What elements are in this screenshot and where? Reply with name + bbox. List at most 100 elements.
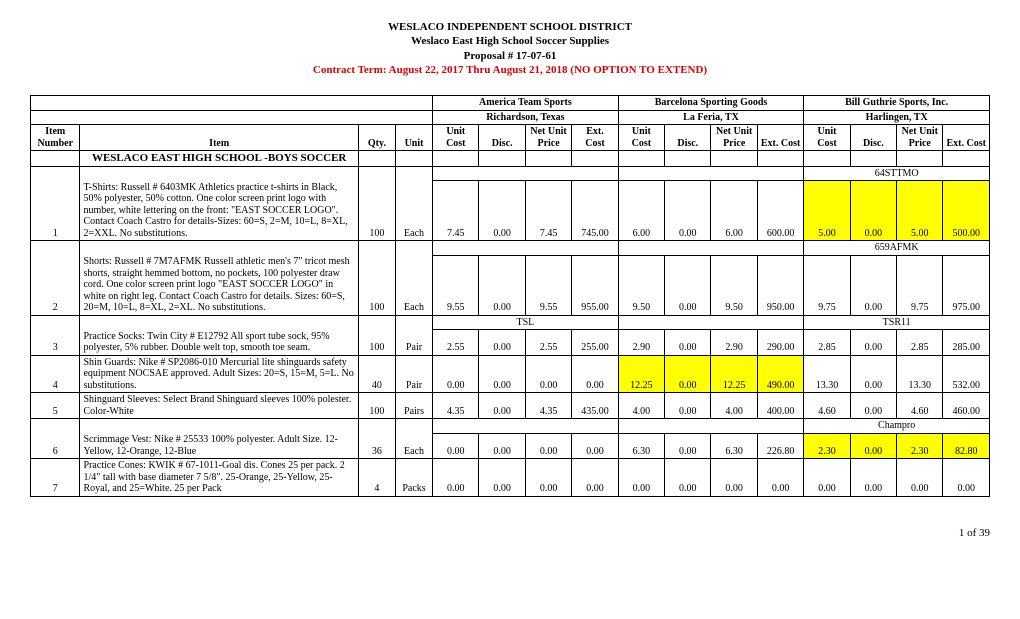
cell-unit: Each [395,255,432,315]
cell-item-number: 3 [31,330,80,356]
cell-b-ext: 290.00 [757,330,803,356]
col-c-unitcost: UnitCost [804,125,850,151]
header-line-2: Weslaco East High School Soccer Supplies [30,34,990,48]
note-a: TSL [433,315,619,330]
cell-b-unitcost: 4.00 [618,393,664,419]
cell-c-netunit: 9.75 [897,255,943,315]
cell-unit: Packs [395,459,432,497]
cell-c-unitcost: 2.30 [804,433,850,459]
cell-a-ext: 955.00 [572,255,618,315]
cell-b-netunit: 12.25 [711,355,757,393]
cell-a-disc: 0.00 [479,433,525,459]
cell-c-netunit: 13.30 [897,355,943,393]
cell-a-netunit: 0.00 [525,433,571,459]
cell-description: Scrimmage Vest: Nike # 25533 100% polyes… [80,433,358,459]
cell-b-netunit: 6.30 [711,433,757,459]
cell-description: T-Shirts: Russell # 6403MK Athletics pra… [80,181,358,241]
cell-c-netunit: 2.85 [897,330,943,356]
cell-b-unitcost: 0.00 [618,459,664,497]
proposal-table: America Team Sports Barcelona Sporting G… [30,95,990,497]
note-c: 64STTMO [804,166,990,181]
cell-c-unitcost: 2.85 [804,330,850,356]
note-c: TSR11 [804,315,990,330]
note-a [433,241,619,256]
cell-b-ext: 400.00 [757,393,803,419]
col-b-ext: Ext. Cost [757,125,803,151]
cell-a-disc: 0.00 [479,255,525,315]
vendor-name-row: America Team Sports Barcelona Sporting G… [31,96,990,111]
cell-a-ext: 745.00 [572,181,618,241]
cell-a-netunit: 9.55 [525,255,571,315]
col-item-number: ItemNumber [31,125,80,151]
note-b [618,315,804,330]
cell-b-netunit: 9.50 [711,255,757,315]
note-c: Champro [804,419,990,434]
document-header: WESLACO INDEPENDENT SCHOOL DISTRICT Wesl… [30,20,990,77]
cell-c-netunit: 4.60 [897,393,943,419]
cell-description: Shorts: Russell # 7M7AFMK Russell athlet… [80,255,358,315]
cell-item-number: 4 [31,355,80,393]
vendor-b-name: Barcelona Sporting Goods [618,96,804,111]
cell-a-ext: 0.00 [572,433,618,459]
cell-b-disc: 0.00 [665,433,711,459]
cell-description: Shinguard Sleeves: Select Brand Shinguar… [80,393,358,419]
cell-description: Practice Socks: Twin City # E12792 All s… [80,330,358,356]
table-row: 6Scrimmage Vest: Nike # 25533 100% polye… [31,433,990,459]
table-row: 2Shorts: Russell # 7M7AFMK Russell athle… [31,255,990,315]
cell-a-netunit: 7.45 [525,181,571,241]
vendor-b-city: La Feria, TX [618,110,804,125]
cell-qty: 4 [358,459,395,497]
col-b-netunit: Net UnitPrice [711,125,757,151]
cell-a-ext: 435.00 [572,393,618,419]
cell-qty: 100 [358,330,395,356]
cell-c-unitcost: 9.75 [804,255,850,315]
vendor-city-row: Richardson, Texas La Feria, TX Harlingen… [31,110,990,125]
cell-a-unitcost: 9.55 [433,255,479,315]
cell-qty: 100 [358,181,395,241]
table-row: 1T-Shirts: Russell # 6403MK Athletics pr… [31,181,990,241]
cell-c-disc: 0.00 [850,255,896,315]
cell-b-unitcost: 9.50 [618,255,664,315]
cell-c-netunit: 5.00 [897,181,943,241]
header-line-3: Proposal # 17-07-61 [30,49,990,63]
cell-item-number: 7 [31,459,80,497]
cell-c-disc: 0.00 [850,355,896,393]
cell-item-number: 1 [31,181,80,241]
cell-qty: 100 [358,255,395,315]
cell-a-disc: 0.00 [479,355,525,393]
cell-description: Practice Cones: KWIK # 67-1011-Goal dis.… [80,459,358,497]
table-row: 7Practice Cones: KWIK # 67-1011-Goal dis… [31,459,990,497]
cell-unit: Each [395,181,432,241]
cell-b-unitcost: 6.30 [618,433,664,459]
cell-b-netunit: 4.00 [711,393,757,419]
cell-qty: 36 [358,433,395,459]
cell-a-unitcost: 0.00 [433,355,479,393]
cell-c-ext: 0.00 [943,459,990,497]
col-c-disc: Disc. [850,125,896,151]
section-title: WESLACO EAST HIGH SCHOOL -BOYS SOCCER [80,151,358,167]
cell-c-disc: 0.00 [850,181,896,241]
col-item: Item [80,125,358,151]
col-b-unitcost: UnitCost [618,125,664,151]
vendor-a-name: America Team Sports [433,96,619,111]
note-b [618,166,804,181]
cell-b-ext: 0.00 [757,459,803,497]
cell-item-number: 6 [31,433,80,459]
vendor-a-city: Richardson, Texas [433,110,619,125]
cell-c-unitcost: 13.30 [804,355,850,393]
cell-b-ext: 600.00 [757,181,803,241]
note-row: 659AFMK [31,241,990,256]
table-row: 4Shin Guards: Nike # SP2086-010 Mercuria… [31,355,990,393]
cell-a-ext: 0.00 [572,459,618,497]
cell-c-ext: 532.00 [943,355,990,393]
cell-b-disc: 0.00 [665,181,711,241]
col-a-ext: Ext. Cost [572,125,618,151]
cell-b-netunit: 6.00 [711,181,757,241]
note-a [433,166,619,181]
cell-a-unitcost: 4.35 [433,393,479,419]
cell-b-netunit: 2.90 [711,330,757,356]
cell-unit: Pair [395,330,432,356]
cell-c-unitcost: 5.00 [804,181,850,241]
note-row: 64STTMO [31,166,990,181]
cell-a-netunit: 0.00 [525,459,571,497]
